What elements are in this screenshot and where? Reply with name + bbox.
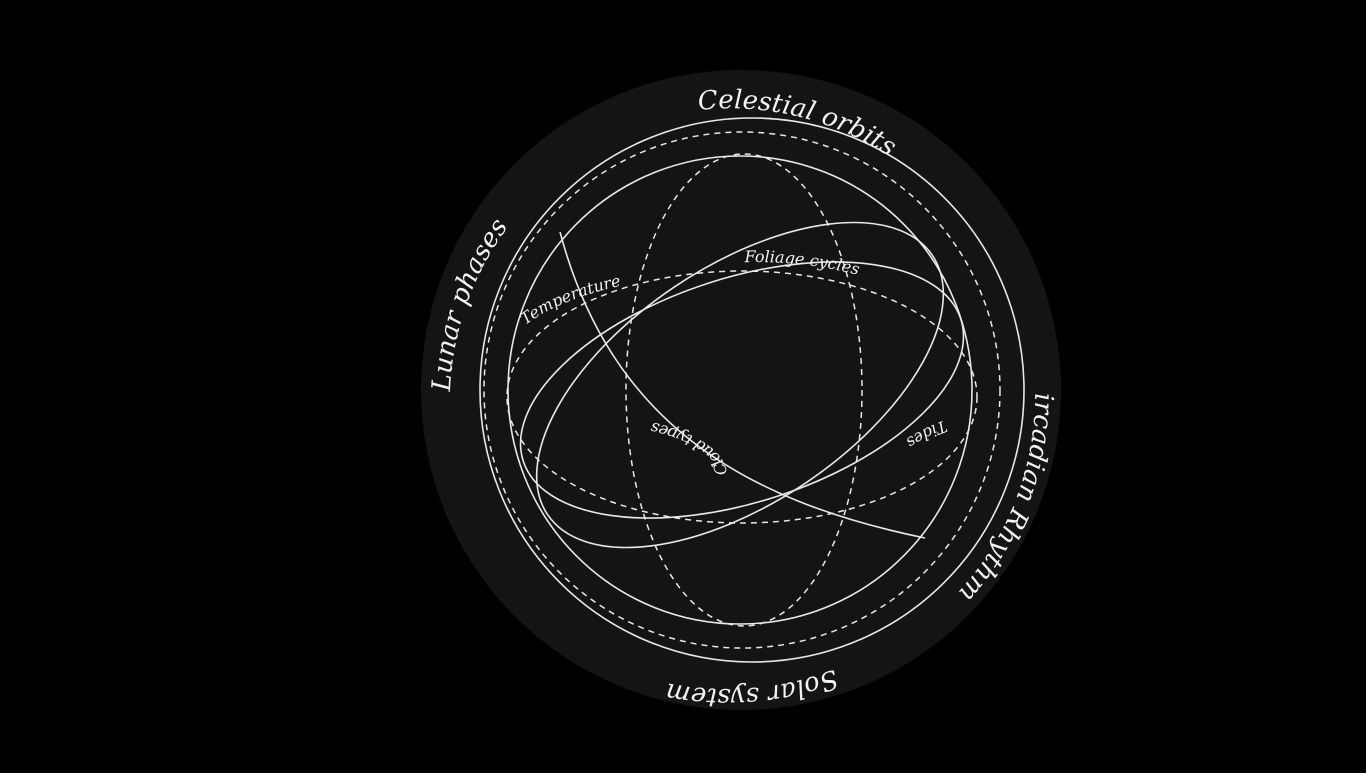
tilted-orbit-a: [535, 221, 945, 549]
background-disc: [421, 70, 1061, 710]
tilted-orbit-b: [519, 261, 965, 519]
outer-ring: [479, 117, 1025, 663]
vertical-dashed-orbit: [625, 153, 863, 627]
dashed-ring: [483, 131, 1001, 649]
crossing-orbit-arc: [559, 231, 926, 539]
horizontal-dashed-orbit: [506, 270, 978, 524]
